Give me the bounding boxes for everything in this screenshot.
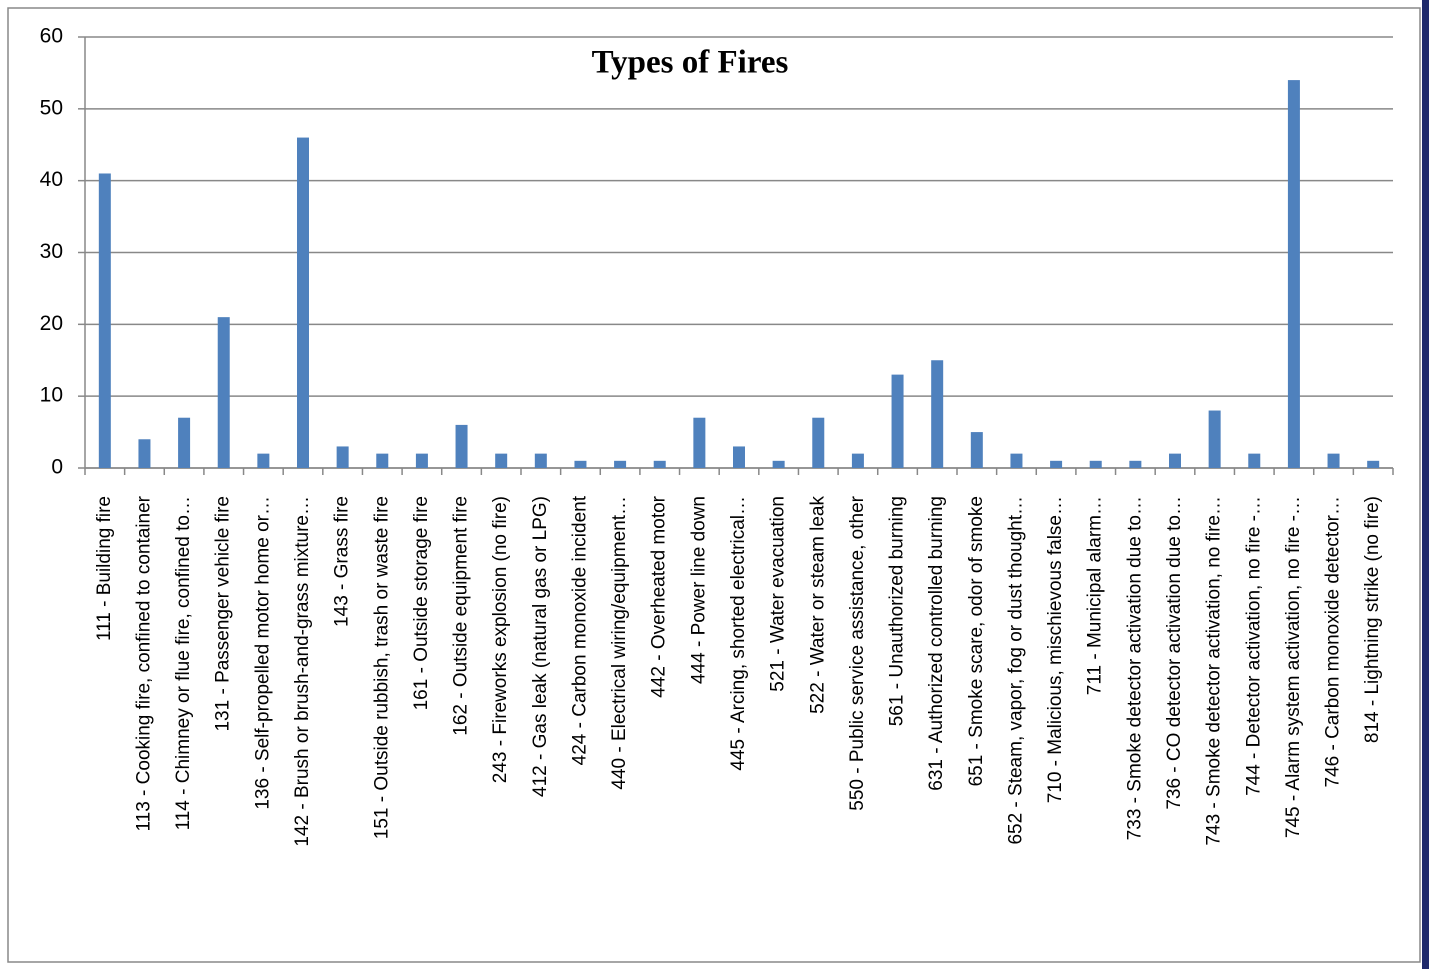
bar	[1248, 453, 1261, 468]
x-tick-label: 744 - Detector activation, no fire -…	[1243, 496, 1264, 796]
x-tick-label: 424 - Carbon monoxide incident	[569, 495, 590, 765]
x-tick-label: 114 - Chimney or flue fire, confined to…	[173, 496, 194, 830]
x-tick-label: 733 - Smoke detector activation due to…	[1124, 496, 1145, 840]
x-tick-label: 161 - Outside storage fire	[411, 496, 432, 710]
x-tick-label: 142 - Brush or brush-and-grass mixture…	[292, 496, 313, 847]
y-tick-label: 30	[40, 240, 63, 263]
bar	[574, 460, 587, 468]
x-tick-label: 143 - Grass fire	[332, 496, 353, 627]
x-tick-label: 745 - Alarm system activation, no fire -…	[1283, 496, 1304, 838]
bar	[1327, 453, 1340, 468]
bar	[297, 137, 309, 469]
x-tick-label: 710 - Malicious, mischievous false…	[1045, 496, 1066, 803]
x-tick-label: 412 - Gas leak (natural gas or LPG)	[530, 496, 551, 797]
y-tick-label: 20	[40, 312, 63, 335]
bar	[1129, 460, 1142, 468]
bar	[1050, 460, 1063, 468]
y-tick-label: 10	[40, 384, 63, 407]
bar	[1208, 410, 1221, 468]
y-tick-label: 50	[40, 96, 63, 119]
x-tick-label: 162 - Outside equipment fire	[451, 496, 472, 736]
x-tick-label: 736 - CO detector activation due to…	[1164, 496, 1185, 810]
x-tick-label: 131 - Passenger vehicle fire	[213, 496, 234, 732]
window-edge	[1422, 0, 1429, 969]
bar	[98, 173, 111, 468]
x-tick-label: 743 - Smoke detector activation, no fire…	[1204, 496, 1225, 846]
bar	[614, 460, 627, 468]
x-tick-label: 521 - Water evacuation	[768, 496, 789, 692]
bar	[257, 453, 270, 468]
bar	[534, 453, 547, 468]
bar	[693, 417, 706, 468]
x-tick-label: 522 - Water or steam leak	[807, 496, 828, 714]
x-tick-label: 440 - Electrical wiring/equipment…	[609, 496, 630, 790]
bar	[455, 424, 468, 468]
x-tick-label: 652 - Steam, vapor, fog or dust thought…	[1005, 496, 1026, 845]
bar	[138, 439, 151, 468]
x-tick-label: 711 - Municipal alarm…	[1085, 496, 1106, 695]
y-tick-label: 0	[51, 456, 63, 479]
bar	[217, 317, 230, 468]
bar	[1089, 460, 1102, 468]
bar	[1010, 453, 1023, 468]
x-tick-label: 814 - Lightning strike (no fire)	[1362, 496, 1383, 743]
x-tick-label: 151 - Outside rubbish, trash or waste fi…	[371, 496, 392, 839]
x-tick-label: 631 - Authorized controlled burning	[926, 496, 947, 791]
x-tick-label: 444 - Power line down	[688, 496, 709, 684]
bar	[495, 453, 508, 468]
bar	[891, 374, 904, 468]
bar	[970, 432, 983, 468]
bar	[851, 453, 864, 468]
y-tick-label: 60	[40, 25, 63, 48]
x-tick-label: 111 - Building fire	[94, 496, 115, 641]
bar	[653, 460, 666, 468]
bar	[415, 453, 428, 468]
bar	[812, 417, 825, 468]
x-tick-label: 442 - Overheated motor	[649, 495, 670, 697]
x-tick-label: 136 - Self-propelled motor home or…	[252, 496, 273, 810]
x-tick-label: 113 - Cooking fire, confined to containe…	[133, 495, 154, 831]
x-tick-label: 746 - Carbon monoxide detector…	[1323, 496, 1344, 788]
bar	[772, 460, 785, 468]
y-tick-label: 40	[40, 168, 63, 191]
bar	[1367, 460, 1380, 468]
x-tick-label: 550 - Public service assistance, other	[847, 495, 868, 810]
x-tick-label: 445 - Arcing, shorted electrical…	[728, 496, 749, 771]
chart-title: Types of Fires	[592, 45, 789, 81]
bar	[376, 453, 389, 468]
bar	[931, 360, 944, 468]
bar	[178, 417, 191, 468]
chart-frame	[7, 7, 1421, 963]
bar	[733, 446, 745, 468]
bar	[1287, 80, 1300, 468]
x-tick-label: 651 - Smoke scare, odor of smoke	[966, 496, 987, 786]
bar	[336, 446, 349, 468]
x-tick-label: 561 - Unauthorized burning	[887, 496, 908, 726]
x-tick-label: 243 - Fireworks explosion (no fire)	[490, 496, 511, 783]
bar	[1169, 453, 1181, 468]
